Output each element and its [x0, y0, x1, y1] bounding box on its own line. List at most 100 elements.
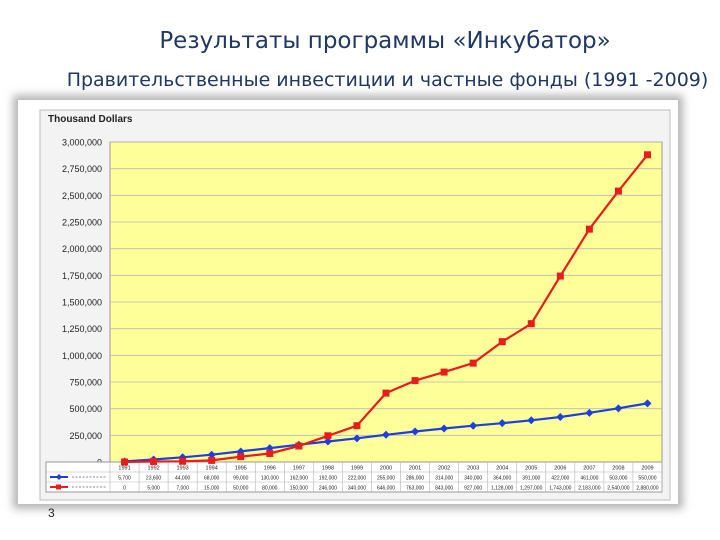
data-point [353, 422, 361, 430]
data-point [498, 338, 506, 346]
data-table-value: 2,540,000 [607, 486, 629, 492]
data-point [179, 457, 187, 465]
data-table-value: 2,183,000 [578, 486, 600, 492]
data-point [469, 359, 477, 367]
data-table-value: 255,000 [377, 476, 395, 482]
data-table-value: 1,128,000 [491, 486, 513, 492]
data-table-value: 422,000 [551, 476, 569, 482]
y-tick-label: 2,750,000 [62, 164, 102, 174]
data-point [323, 437, 332, 446]
data-table-value: 50,000 [233, 486, 249, 492]
data-table-value: 222,000 [348, 476, 366, 482]
x-tick-label: 1998 [322, 466, 334, 472]
chart-frame: Thousand Dollars 0 250,000 500,000 750,000 1,… [18, 100, 678, 504]
data-table-value: 550,000 [638, 476, 656, 482]
data-table-value: 927,000 [464, 486, 482, 492]
x-tick-label: 2005 [525, 466, 537, 472]
y-tick-label: 1,750,000 [62, 271, 102, 281]
slide-subtitle: Правительственные инвестиции и частные ф… [66, 69, 709, 91]
line-chart: Thousand Dollars 0 250,000 500,000 750,000 1,… [39, 109, 671, 501]
data-point [440, 424, 449, 433]
y-tick-label: 1,500,000 [62, 298, 102, 308]
data-point [585, 408, 594, 417]
y-tick-label: 750,000 [69, 378, 102, 388]
x-tick-label: 1991 [118, 466, 130, 472]
data-point [352, 434, 361, 443]
data-table-value: 461,000 [580, 476, 598, 482]
x-tick-label: 2001 [409, 466, 421, 472]
data-table-value: 646,000 [377, 486, 395, 492]
y-tick-label: 1,250,000 [62, 324, 102, 334]
data-table-value: 364,000 [493, 476, 511, 482]
data-table-value: 162,000 [290, 476, 308, 482]
data-point [266, 449, 274, 457]
data-table-value: 44,000 [175, 476, 191, 482]
data-point [643, 399, 652, 408]
x-tick-label: 2002 [438, 466, 450, 472]
x-tick-label: 1995 [235, 466, 247, 472]
x-tick-label: 2007 [583, 466, 595, 472]
data-table-value: 130,000 [261, 476, 279, 482]
data-table-value: 150,000 [290, 486, 308, 492]
y-tick-label: 2,250,000 [62, 218, 102, 228]
data-point [556, 272, 564, 280]
data-point [556, 412, 565, 421]
data-table-value: 763,000 [406, 486, 424, 492]
data-point [411, 427, 420, 436]
y-axis-title: Thousand Dollars [48, 114, 133, 125]
data-table-value: 340,000 [348, 486, 366, 492]
data-table-value: 5,700 [118, 476, 131, 482]
y-tick-label: 2,500,000 [62, 191, 102, 201]
x-tick-label: 1996 [264, 466, 276, 472]
data-point [440, 368, 448, 376]
x-tick-label: 1999 [351, 466, 363, 472]
y-tick-label: 500,000 [69, 404, 102, 414]
x-tick-label: 2004 [496, 466, 508, 472]
data-table-value: 68,000 [204, 476, 220, 482]
data-table-value: 246,000 [319, 486, 337, 492]
data-point [585, 225, 593, 233]
data-point [324, 432, 332, 440]
data-table-value: 286,000 [406, 476, 424, 482]
data-point [150, 457, 158, 465]
data-point [208, 456, 216, 464]
data-table-value: 0 [123, 486, 126, 492]
data-table-value: 99,000 [233, 476, 249, 482]
data-point [614, 404, 623, 413]
data-table-value: 23,600 [146, 476, 162, 482]
data-point [527, 320, 535, 328]
data-table-value: 192,000 [319, 476, 337, 482]
y-tick-label: 250,000 [69, 431, 102, 441]
data-point [498, 419, 507, 428]
data-point [382, 389, 390, 397]
x-tick-label: 1994 [206, 466, 218, 472]
x-tick-label: 2009 [641, 466, 653, 472]
data-table-value: 15,000 [204, 486, 220, 492]
data-table-value: 340,000 [464, 476, 482, 482]
data-table-value: 314,000 [435, 476, 453, 482]
legend-marker [56, 484, 61, 490]
x-tick-label: 1992 [147, 466, 159, 472]
data-point [295, 442, 303, 450]
y-tick-label: 1,000,000 [62, 351, 102, 361]
data-point [643, 151, 651, 159]
data-table-value: 80,000 [262, 486, 278, 492]
data-table-value: 843,000 [435, 486, 453, 492]
data-point [527, 416, 536, 425]
page-number: 3 [48, 506, 55, 520]
data-point [382, 430, 390, 439]
data-table-value: 1,297,000 [520, 486, 542, 492]
x-tick-label: 2003 [467, 466, 479, 472]
data-point [237, 453, 245, 461]
y-tick-label: 3,000,000 [62, 138, 102, 148]
data-point [207, 450, 216, 459]
x-tick-label: 2000 [380, 466, 392, 472]
data-table-value: 1,743,000 [549, 486, 571, 492]
data-table-value: 5,000 [147, 486, 160, 492]
data-point [469, 421, 478, 430]
data-table-value: 503,000 [609, 476, 627, 482]
x-tick-label: 1993 [177, 466, 189, 472]
data-point [614, 187, 622, 195]
data-table-value: 2,880,000 [636, 486, 658, 492]
x-tick-label: 1997 [293, 466, 305, 472]
